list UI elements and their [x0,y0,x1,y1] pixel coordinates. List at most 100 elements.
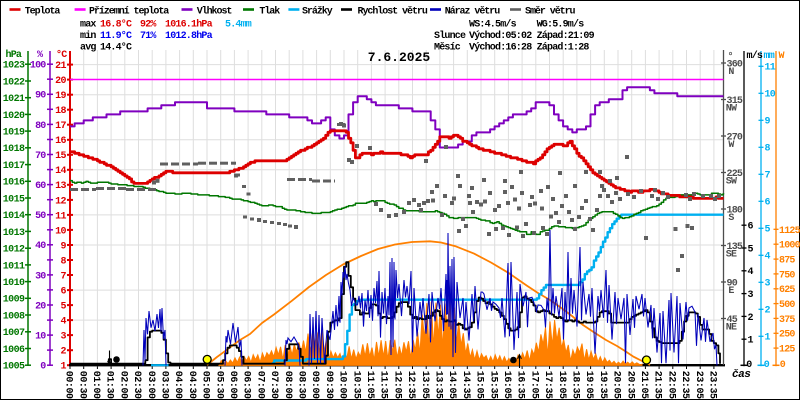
svg-text:WS:4.5m/s: WS:4.5m/s [469,19,517,31]
svg-text:04:30: 04:30 [186,371,197,399]
svg-text:00:30: 00:30 [76,371,87,399]
svg-text:mm: mm [764,51,775,62]
svg-text:15:35: 15:35 [487,371,498,399]
svg-text:1: 1 [748,336,754,347]
svg-text:500: 500 [779,300,795,311]
svg-text:60: 60 [35,181,46,192]
svg-text:07:30: 07:30 [268,371,279,399]
svg-text:01:30: 01:30 [104,371,115,399]
svg-text:18: 18 [55,106,66,117]
svg-text:1016: 1016 [3,178,25,189]
svg-text:SW: SW [726,177,737,188]
svg-text:08:30: 08:30 [296,371,307,399]
svg-text:00:00: 00:00 [63,371,74,399]
svg-text:5: 5 [61,301,67,312]
svg-text:875: 875 [779,255,795,266]
svg-text:10:00: 10:00 [337,371,348,399]
svg-text:Východ:05:02: Východ:05:02 [469,30,532,42]
svg-text:1019: 1019 [3,128,25,139]
svg-text:02:00: 02:00 [117,371,128,399]
svg-text:Tlak: Tlak [259,6,280,18]
svg-text:1: 1 [765,333,771,344]
svg-text:min: min [80,30,96,42]
svg-text:0: 0 [40,362,46,373]
svg-text:270: 270 [727,132,743,143]
svg-text:6: 6 [748,222,754,233]
svg-text:375: 375 [779,315,795,326]
svg-text:1021: 1021 [3,94,25,105]
svg-text:°: ° [728,51,733,63]
svg-text:11: 11 [55,211,66,222]
svg-text:14:05: 14:05 [446,371,457,399]
svg-text:1015: 1015 [3,194,25,205]
svg-text:70: 70 [35,151,46,162]
svg-text:1014: 1014 [3,211,25,222]
svg-text:5: 5 [748,244,754,255]
svg-text:1020: 1020 [3,111,25,122]
svg-text:0: 0 [764,360,770,371]
svg-text:05:00: 05:00 [200,371,211,399]
svg-text:10:35: 10:35 [350,371,361,399]
svg-text:13: 13 [55,181,66,192]
svg-text:20:05: 20:05 [611,371,622,399]
svg-text:19: 19 [55,91,66,102]
svg-text:13:35: 13:35 [433,371,444,399]
svg-text:2: 2 [748,313,754,324]
svg-text:1008: 1008 [3,311,25,322]
svg-text:E: E [728,286,734,297]
svg-text:WG:5.9m/s: WG:5.9m/s [537,19,585,31]
svg-text:1012.8hPa: 1012.8hPa [165,30,213,42]
svg-text:SE: SE [726,250,737,261]
svg-text:6: 6 [765,198,771,209]
svg-text:m/s: m/s [747,50,763,62]
svg-text:1018: 1018 [3,144,25,155]
svg-text:01:00: 01:00 [90,371,101,399]
svg-text:Směr větru: Směr větru [525,6,576,18]
svg-text:5.4mm: 5.4mm [225,20,252,31]
svg-text:17:05: 17:05 [528,371,539,399]
svg-text:1125: 1125 [779,226,800,237]
svg-text:02:30: 02:30 [131,371,142,399]
svg-text:čas: čas [732,369,751,381]
svg-text:0: 0 [780,360,786,371]
svg-text:04:00: 04:00 [172,371,183,399]
svg-text:45: 45 [727,315,738,326]
svg-text:°C: °C [56,49,67,61]
svg-text:5: 5 [765,225,771,236]
svg-text:19:05: 19:05 [583,371,594,399]
svg-text:1000: 1000 [779,241,800,252]
svg-text:avg: avg [80,43,96,54]
svg-text:0: 0 [746,360,752,371]
svg-text:2: 2 [765,306,771,317]
svg-text:16.8°C: 16.8°C [100,19,132,31]
svg-text:92%: 92% [140,20,156,31]
svg-text:14:35: 14:35 [460,371,471,399]
svg-text:80: 80 [35,121,46,132]
svg-text:Přízemní teplota: Přízemní teplota [89,6,169,18]
svg-text:S: S [728,213,734,224]
svg-text:05:30: 05:30 [213,371,224,399]
svg-text:23:05: 23:05 [693,371,704,399]
svg-text:19:35: 19:35 [597,371,608,399]
svg-text:18:05: 18:05 [556,371,567,399]
svg-text:315: 315 [727,96,743,107]
svg-text:09:30: 09:30 [323,371,334,399]
svg-text:Rychlost větru: Rychlost větru [358,6,428,18]
svg-text:12:35: 12:35 [405,371,416,399]
svg-text:13:05: 13:05 [419,371,430,399]
svg-text:4: 4 [748,267,754,278]
svg-text:1005: 1005 [3,362,25,373]
svg-text:90: 90 [35,91,46,102]
svg-text:2: 2 [61,347,67,358]
svg-text:03:30: 03:30 [159,371,170,399]
svg-text:NE: NE [726,323,737,334]
svg-text:09:00: 09:00 [309,371,320,399]
svg-text:8: 8 [61,256,67,267]
svg-text:135: 135 [727,242,743,253]
svg-text:1: 1 [61,362,67,373]
svg-text:18:35: 18:35 [570,371,581,399]
svg-text:17:35: 17:35 [542,371,553,399]
svg-text:625: 625 [779,285,795,296]
svg-text:125: 125 [779,345,795,356]
svg-text:07:00: 07:00 [254,371,265,399]
